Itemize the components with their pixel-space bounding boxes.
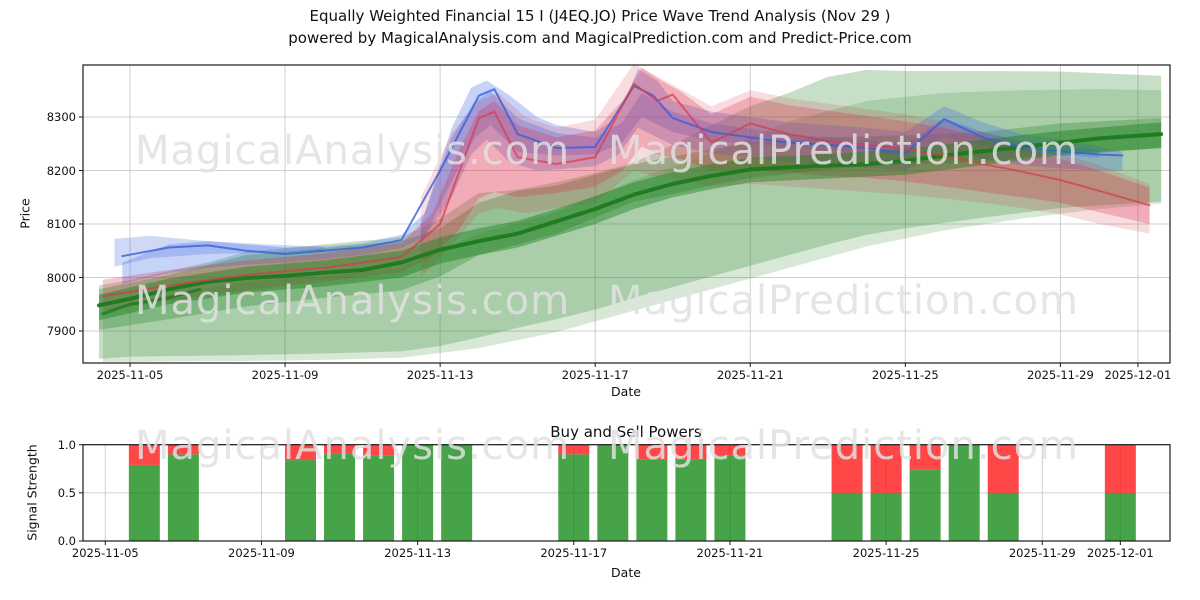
y-tick-label-signal: 0.0 [57, 534, 76, 548]
x-tick-label-bottom: 2025-12-01 [1086, 546, 1154, 560]
x-tick-label-top: 2025-11-25 [871, 368, 939, 382]
y-tick-label-price: 8200 [46, 163, 76, 178]
x-tick-label-top: 2025-11-05 [96, 368, 164, 382]
band-green-wave-outer [102, 89, 1162, 363]
band-red-wave-main [102, 67, 1150, 311]
x-tick-label-top: 2025-11-17 [561, 368, 629, 382]
x-tick-label-bottom: 2025-11-25 [852, 546, 920, 560]
band-blue-wave-wide [122, 68, 1123, 284]
bar-sell-segment [870, 444, 902, 493]
red-trend-line [101, 82, 1151, 298]
blue-trend-line [121, 84, 1124, 258]
x-tick-label-bottom: 2025-11-05 [71, 546, 139, 560]
bar-buy-segment [363, 455, 395, 541]
figure-title-line1: Equally Weighted Financial 15 I (J4EQ.JO… [309, 7, 891, 25]
figure-title-line2: powered by MagicalAnalysis.com and Magic… [288, 29, 912, 47]
bar-sell-segment [714, 444, 746, 456]
bar-buy-segment [167, 454, 199, 541]
watermark-text: MagicalAnalysis.com [135, 278, 571, 324]
bar-buy-segment [831, 492, 863, 541]
green-trend-line [96, 132, 1164, 308]
y-tick-label-price: 8100 [46, 217, 76, 231]
watermark-text: MagicalPrediction.com [608, 423, 1079, 469]
bar-sell-segment [1104, 444, 1136, 493]
bar-buy-segment [636, 459, 668, 541]
date-axis-label-bottom: Date [611, 565, 641, 580]
date-axis-label-top: Date [611, 384, 641, 399]
bar-sell-segment [987, 444, 1019, 493]
bar-sell-segment [324, 444, 356, 454]
x-tick-label-top: 2025-12-01 [1104, 368, 1172, 382]
bar-buy-segment [675, 459, 707, 541]
x-tick-label-bottom: 2025-11-17 [540, 546, 608, 560]
bar-sell-segment [167, 444, 199, 455]
band-red-wave-light [420, 63, 1150, 278]
x-tick-label-top: 2025-11-29 [1026, 368, 1094, 382]
bar-sell-segment [675, 444, 707, 460]
bar-sell-segment [636, 444, 668, 460]
y-tick-label-signal: 1.0 [57, 437, 76, 452]
bar-buy-segment [324, 453, 356, 541]
bar-buy-segment [128, 464, 160, 541]
bar-sell-segment [285, 444, 316, 461]
bar-buy-segment [285, 460, 316, 541]
watermark-text: MagicalPrediction.com [608, 278, 1079, 324]
y-tick-label-signal: 0.5 [57, 485, 76, 500]
x-tick-label-top: 2025-11-21 [716, 368, 784, 382]
band-green-wave-mid [98, 118, 1162, 330]
bar-sell-segment [128, 444, 160, 465]
bar-buy-segment [870, 492, 902, 541]
watermark-text: MagicalPrediction.com [608, 128, 1079, 174]
x-tick-label-bottom: 2025-11-09 [228, 546, 295, 560]
bar-buy-segment [714, 455, 746, 541]
x-tick-label-bottom: 2025-11-13 [384, 546, 452, 560]
x-tick-label-bottom: 2025-11-29 [1008, 546, 1076, 560]
price-chart [83, 63, 1170, 363]
bar-buy-segment [441, 444, 473, 541]
bar-buy-segment [402, 444, 434, 541]
axes-frame [82, 64, 1171, 364]
watermark-text: MagicalAnalysis.com [135, 128, 571, 174]
band-blue-wave-core [420, 91, 1100, 246]
x-tick-label-top: 2025-11-09 [251, 368, 319, 382]
bar-buy-segment [987, 492, 1019, 541]
band-blue-wave-left [114, 235, 324, 267]
bar-buy-segment [1104, 492, 1136, 541]
x-tick-label-bottom: 2025-11-21 [696, 546, 764, 560]
bar-sell-segment [558, 444, 590, 455]
bar-buy-segment [597, 444, 629, 541]
bar-sell-segment [363, 444, 395, 456]
bar-buy-segment [909, 469, 941, 541]
bar-buy-segment [558, 454, 590, 541]
x-tick-label-top: 2025-11-13 [406, 368, 474, 382]
bar-chart-title: Buy and Sell Powers [550, 423, 702, 441]
bar-sell-segment [909, 444, 941, 470]
bar-buy-segment [948, 444, 980, 541]
green-trend-line-start [101, 287, 202, 316]
watermark-text: MagicalAnalysis.com [135, 423, 571, 469]
bar-sell-segment [831, 444, 863, 493]
band-green-wave-wide [98, 69, 1162, 359]
y-tick-label-price: 8300 [46, 110, 76, 124]
y-tick-label-price: 7900 [46, 324, 76, 338]
y-tick-label-price: 8000 [46, 270, 76, 285]
